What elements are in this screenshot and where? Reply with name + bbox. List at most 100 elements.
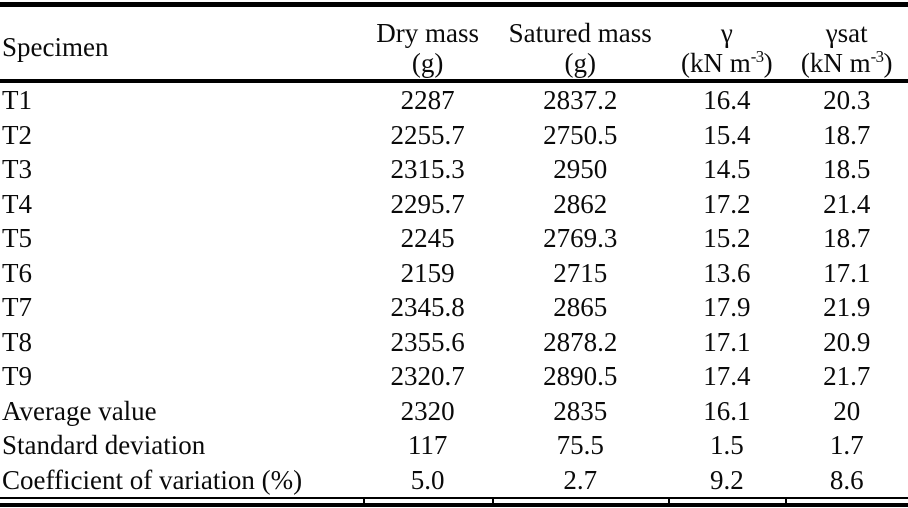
cell-gamma-sat: 1.7 (829, 430, 864, 460)
header-specimen: Specimen (0, 7, 364, 83)
cell-gamma: 1.5 (709, 430, 744, 460)
cell-specimen: T3 (2, 154, 32, 184)
specimen-properties-table: Specimen Dry mass (g) Satured mass (g) γ… (0, 7, 908, 499)
table-row-t6: T6 2159 2715 13.6 17.1 (0, 256, 908, 291)
cell-specimen: Coefficient of variation (%) (2, 464, 303, 495)
gamma-unit-prefix: (kN m (680, 47, 751, 78)
column-tick (492, 499, 495, 503)
gamma-sat-unit-prefix: (kN m (800, 47, 871, 78)
table-row-t4: T4 2295.7 2862 17.2 21.4 (0, 187, 908, 222)
cell-satured-mass: 2750.5 (543, 119, 618, 150)
column-tick (363, 499, 366, 503)
cell-specimen: T9 (2, 361, 32, 391)
cell-gamma: 15.4 (703, 119, 751, 150)
cell-specimen: Average value (2, 395, 157, 426)
cell-satured-mass: 2862 (553, 188, 608, 219)
cell-gamma-sat: 21.4 (823, 188, 871, 219)
cell-gamma-sat: 21.7 (823, 361, 871, 391)
cell-satured-mass: 2837.2 (543, 85, 618, 115)
cell-gamma: 15.2 (703, 223, 751, 253)
cell-dry-mass: 2255.7 (390, 119, 465, 150)
table-row-t1: T1 2287 2837.2 16.4 20.3 (0, 81, 908, 118)
cell-gamma-sat: 20.9 (823, 326, 871, 357)
cell-gamma: 13.6 (703, 257, 751, 288)
cell-specimen: T2 (2, 119, 32, 150)
cell-specimen: T1 (2, 85, 32, 115)
cell-specimen: T4 (2, 188, 32, 219)
header-gamma: γ (kN m-3) (668, 7, 786, 83)
table-row-t9: T9 2320.7 2890.5 17.4 21.7 (0, 359, 908, 394)
cell-gamma: 9.2 (709, 464, 744, 495)
cell-gamma-sat: 17.1 (823, 257, 871, 288)
header-dry-mass: Dry mass (g) (363, 7, 493, 83)
cell-gamma-sat: 8.6 (829, 464, 864, 495)
cell-satured-mass: 2950 (553, 154, 608, 184)
table-row-t3: T3 2315.3 2950 14.5 18.5 (0, 152, 908, 187)
header-row: Specimen Dry mass (g) Satured mass (g) γ… (0, 7, 908, 83)
cell-specimen: Standard deviation (2, 430, 206, 460)
cell-gamma: 16.4 (703, 85, 751, 115)
header-gamma-unit: (kN m-3) (668, 48, 785, 78)
cell-dry-mass: 2245 (400, 223, 455, 253)
cell-dry-mass: 2345.8 (390, 292, 465, 322)
cell-gamma: 17.4 (703, 361, 751, 391)
cell-gamma-sat: 20 (833, 395, 861, 426)
gamma-sat-unit-suffix: ) (883, 47, 893, 78)
header-gamma-sat-unit: (kN m-3) (785, 48, 908, 78)
cell-gamma: 17.9 (703, 292, 751, 322)
cell-gamma-sat: 20.3 (823, 85, 871, 115)
cell-satured-mass: 2.7 (563, 464, 598, 495)
header-dry-mass-label: Dry mass (376, 17, 480, 48)
cell-gamma-sat: 18.5 (823, 154, 871, 184)
cell-gamma: 17.1 (703, 326, 751, 357)
header-gamma-sat-label: γsat (825, 17, 868, 48)
cell-dry-mass: 2295.7 (390, 188, 465, 219)
table-row-standard-deviation: Standard deviation 117 75.5 1.5 1.7 (0, 428, 908, 463)
cell-gamma: 17.2 (703, 188, 751, 219)
header-satured-mass-label: Satured mass (508, 17, 652, 48)
cell-dry-mass: 5.0 (410, 464, 445, 495)
cell-specimen: T6 (2, 257, 32, 288)
cell-dry-mass: 2320.7 (390, 361, 465, 391)
cell-satured-mass: 2890.5 (543, 361, 618, 391)
cell-specimen: T7 (2, 292, 32, 322)
cell-gamma-sat: 18.7 (823, 223, 871, 253)
column-tick (784, 499, 787, 503)
table-row-t7: T7 2345.8 2865 17.9 21.9 (0, 290, 908, 325)
cell-gamma: 14.5 (703, 154, 751, 184)
cell-dry-mass: 2287 (400, 85, 455, 115)
cell-dry-mass: 117 (407, 430, 448, 460)
table-row-t8: T8 2355.6 2878.2 17.1 20.9 (0, 325, 908, 360)
cell-specimen: T5 (2, 223, 32, 253)
cell-satured-mass: 2835 (553, 395, 608, 426)
cell-gamma-sat: 21.9 (823, 292, 871, 322)
header-gamma-sat: γsat (kN m-3) (785, 7, 908, 83)
header-dry-mass-unit: (g) (411, 47, 444, 78)
cell-gamma: 16.1 (703, 395, 751, 426)
cell-dry-mass: 2355.6 (390, 326, 465, 357)
header-gamma-label: γ (720, 17, 733, 48)
table-row-coefficient-of-variation: Coefficient of variation (%) 5.0 2.7 9.2… (0, 463, 908, 499)
cell-satured-mass: 75.5 (556, 430, 604, 460)
header-satured-mass-unit: (g) (564, 47, 596, 78)
table-row-t2: T2 2255.7 2750.5 15.4 18.7 (0, 118, 908, 153)
cell-satured-mass: 2715 (553, 257, 608, 288)
gamma-unit-suffix: ) (763, 47, 773, 78)
header-satured-mass: Satured mass (g) (492, 7, 669, 83)
table-row-t5: T5 2245 2769.3 15.2 18.7 (0, 221, 908, 256)
table-row-average: Average value 2320 2835 16.1 20 (0, 394, 908, 429)
cell-dry-mass: 2315.3 (390, 154, 465, 184)
cell-satured-mass: 2878.2 (543, 326, 618, 357)
cell-satured-mass: 2865 (553, 292, 608, 322)
cell-dry-mass: 2320 (400, 395, 455, 426)
cell-dry-mass: 2159 (400, 257, 455, 288)
gamma-unit-exponent: -3 (750, 46, 764, 66)
bottom-double-rule (0, 499, 908, 507)
cell-specimen: T8 (2, 326, 32, 357)
cell-satured-mass: 2769.3 (543, 223, 618, 253)
column-tick (668, 499, 671, 503)
cell-gamma-sat: 18.7 (823, 119, 871, 150)
gamma-sat-unit-exponent: -3 (870, 46, 884, 66)
